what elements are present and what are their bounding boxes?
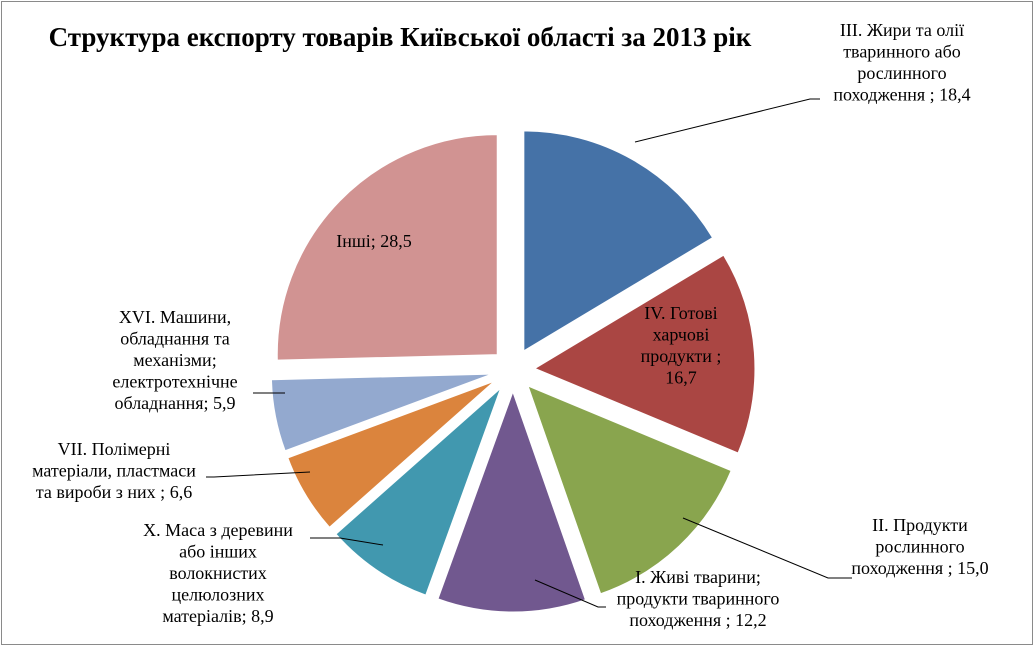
pie-slice-8 [276, 134, 498, 361]
pie-slice-2 [533, 254, 756, 454]
data-label-7: XVI. Машини, обладнання та механізми; елект… [112, 307, 237, 413]
data-label-6: VII. Полімерні матеріали, пластмаси та вир… [32, 439, 196, 502]
pie-slice-3 [527, 385, 732, 595]
pie-slice-4 [437, 390, 587, 613]
leader-lines-layer [206, 98, 852, 608]
leader-line-5 [310, 537, 384, 546]
slices-layer [270, 130, 756, 613]
pie-slice-5 [335, 387, 502, 596]
pie-slice-7 [270, 373, 492, 452]
leader-line-1 [634, 98, 820, 143]
leader-line-3 [682, 517, 852, 579]
data-label-4: I. Живі тварини; продукти тваринного поход… [617, 567, 780, 630]
pie-slice-1 [523, 130, 714, 352]
pie-slice-6 [287, 380, 495, 528]
chart-title: Структура експорту товарів Київської обл… [49, 22, 752, 52]
leader-line-6 [206, 471, 311, 478]
data-label-2: IV. Готові харчові продукти ; 16,7 [641, 303, 722, 388]
data-label-3: II. Продукти рослинного походження ; 15,0 [851, 515, 988, 578]
data-label-1: III. Жири та олії тваринного або рослинног… [833, 20, 970, 105]
data-labels-layer: III. Жири та олії тваринного або рослинног… [32, 20, 989, 630]
data-label-5: X. Маса з деревини або інших волокнистих це… [143, 520, 293, 626]
data-label-8: Інші; 28,5 [336, 231, 412, 251]
leader-line-4 [534, 579, 606, 608]
